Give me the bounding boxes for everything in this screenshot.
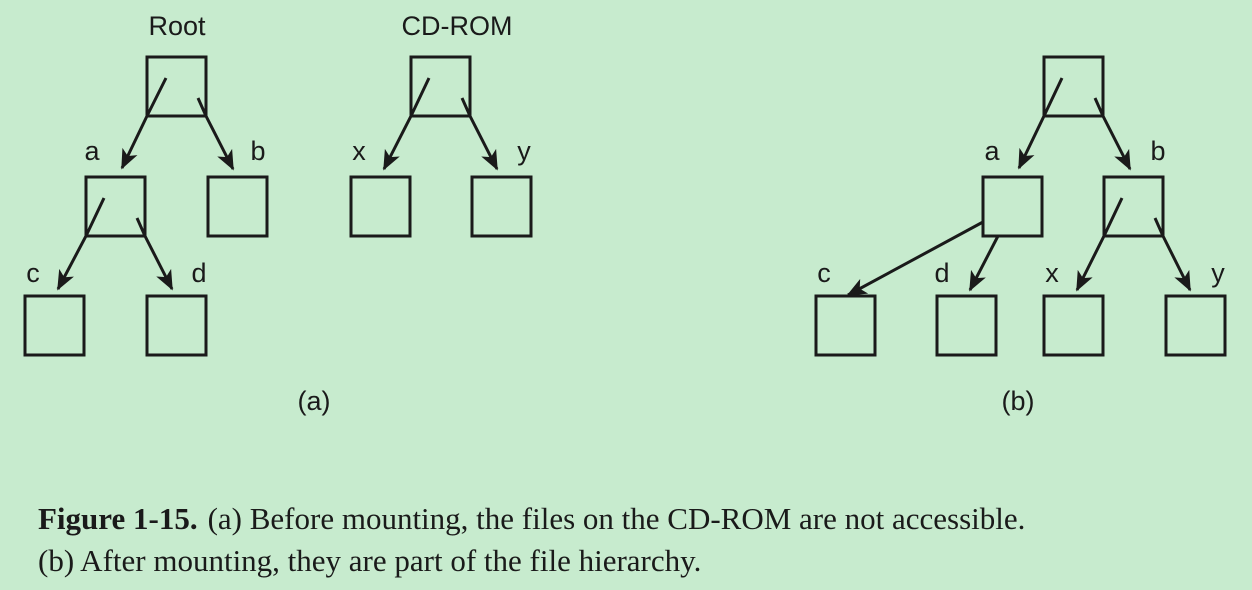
label-y: y bbox=[517, 136, 531, 166]
node-d-b bbox=[935, 294, 998, 357]
edge-a-c-b bbox=[846, 220, 984, 297]
node-b-b bbox=[1102, 175, 1165, 238]
node-a-b bbox=[981, 175, 1044, 238]
label-a-b: a bbox=[984, 136, 1000, 166]
edge-cdrom-y bbox=[460, 97, 499, 171]
subcaption-a: (a) bbox=[298, 386, 331, 416]
mount-diagram: Root a b c d CD-ROM x y (a) a b c bbox=[23, 11, 1227, 416]
node-d bbox=[145, 294, 208, 357]
caption-line-2: (b) After mounting, they are part of the… bbox=[38, 540, 1228, 582]
root-node bbox=[145, 55, 208, 118]
figure-number: Figure 1-15. bbox=[38, 501, 198, 536]
caption-text-2: (b) After mounting, they are part of the… bbox=[38, 543, 702, 578]
label-y-b: y bbox=[1211, 258, 1225, 288]
label-x-b: x bbox=[1045, 258, 1059, 288]
figure-caption: Figure 1-15. (a) Before mounting, the fil… bbox=[38, 498, 1228, 582]
cdrom-label: CD-ROM bbox=[402, 11, 513, 41]
label-b: b bbox=[250, 136, 265, 166]
node-y bbox=[470, 175, 533, 238]
edge-root-b-b bbox=[1093, 97, 1132, 171]
node-x-b bbox=[1042, 294, 1105, 357]
edge-cdrom-x bbox=[382, 77, 431, 171]
edge-root-b bbox=[196, 97, 235, 171]
label-d-b: d bbox=[934, 258, 949, 288]
label-c-b: c bbox=[817, 258, 831, 288]
cdrom-root-node bbox=[409, 55, 472, 118]
node-y-b bbox=[1164, 294, 1227, 357]
diagram-a: Root a b c d CD-ROM x y (a) bbox=[23, 11, 533, 416]
label-b-b: b bbox=[1150, 136, 1165, 166]
edge-root-a bbox=[120, 77, 168, 170]
caption-text-1: (a) Before mounting, the files on the CD… bbox=[207, 501, 1026, 536]
subcaption-b: (b) bbox=[1002, 386, 1035, 416]
root-label: Root bbox=[148, 11, 206, 41]
edge-a-d-b bbox=[968, 235, 1000, 292]
edge-root-a-b bbox=[1017, 77, 1064, 170]
edge-b-x-b bbox=[1075, 197, 1124, 292]
node-c-b bbox=[814, 294, 877, 357]
diagram-b: a b c d x y (b) bbox=[814, 55, 1227, 416]
edge-a-d bbox=[135, 217, 174, 291]
root-node-b bbox=[1042, 55, 1105, 118]
node-b bbox=[206, 175, 269, 238]
label-a: a bbox=[84, 136, 100, 166]
node-a bbox=[84, 175, 147, 238]
node-x bbox=[349, 175, 412, 238]
label-x: x bbox=[352, 136, 366, 166]
label-d: d bbox=[191, 258, 206, 288]
edge-b-y-b bbox=[1153, 217, 1192, 292]
node-c bbox=[23, 294, 86, 357]
label-c: c bbox=[26, 258, 40, 288]
edge-a-c bbox=[56, 197, 106, 291]
caption-line-1: Figure 1-15. (a) Before mounting, the fil… bbox=[38, 498, 1228, 540]
